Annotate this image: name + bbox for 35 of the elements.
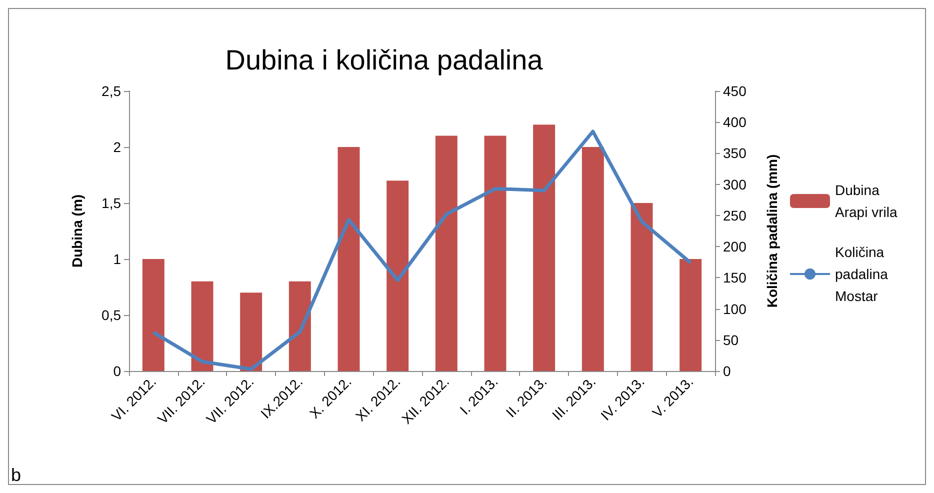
bar — [630, 203, 653, 371]
y2-tick-label: 300 — [723, 176, 747, 192]
y2-tick-label: 200 — [723, 238, 747, 255]
bar — [484, 136, 506, 371]
y2-tick-label: 100 — [723, 300, 747, 317]
y2-tick-label: 400 — [723, 114, 747, 130]
legend-label: Količina padalina Mostar — [835, 244, 892, 304]
y-tick-label: 2,5 — [102, 83, 122, 99]
bar — [240, 292, 262, 371]
bar — [191, 281, 214, 371]
bar — [142, 259, 164, 371]
y2-tick-label: 250 — [723, 207, 747, 224]
y-tick-label: 0,5 — [102, 307, 122, 323]
y2-tick-label: 150 — [723, 270, 747, 286]
bar — [338, 147, 360, 371]
bar — [435, 136, 458, 371]
legend-label: Dubina Arapi vrila — [835, 182, 898, 220]
y-axis-title: Dubina (m) — [69, 194, 85, 268]
y-tick-label: 2 — [113, 139, 122, 155]
y2-tick-label: 450 — [723, 83, 747, 99]
y-tick-label: 1,5 — [102, 195, 122, 211]
y2-tick-label: 50 — [723, 332, 739, 348]
y-tick-label: 0 — [113, 363, 122, 379]
bar — [582, 147, 604, 371]
bar — [533, 124, 556, 371]
y2-axis-title: Količina padalina (mm) — [764, 154, 780, 308]
chart-title: Dubina i količina padalina — [225, 44, 544, 76]
bar — [386, 180, 409, 371]
y2-tick-label: 350 — [723, 145, 747, 162]
y-tick-label: 1 — [113, 251, 122, 267]
bar — [680, 259, 702, 371]
text: b — [11, 465, 22, 485]
bar — [288, 281, 311, 371]
y2-tick-label: 0 — [723, 363, 731, 379]
line-series — [152, 130, 692, 371]
